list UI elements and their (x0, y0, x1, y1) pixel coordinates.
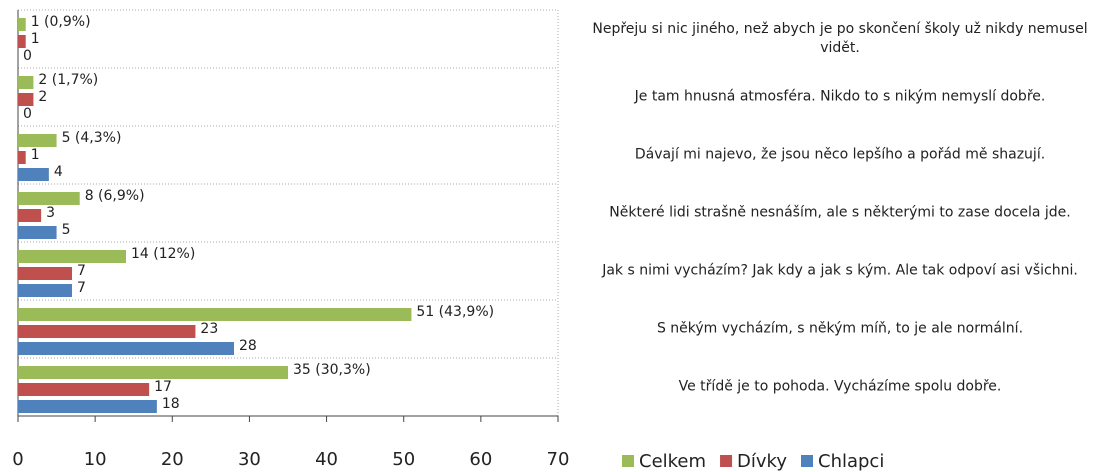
bar (18, 93, 34, 106)
x-tick-label: 50 (392, 449, 415, 470)
legend-label: Chlapci (818, 451, 884, 472)
legend-swatch (720, 455, 733, 467)
bar (18, 209, 42, 222)
data-label: 5 (62, 222, 71, 238)
data-label: 4 (54, 164, 63, 180)
category-label: Je tam hnusná atmosféra. Nikdo to s niký… (634, 88, 1046, 105)
data-label: 17 (154, 379, 172, 395)
x-tick-label: 20 (161, 449, 184, 470)
bar (18, 308, 412, 321)
legend-swatch (622, 455, 634, 467)
category-label: Nepřeju si nic jiného, než abych je po s… (592, 21, 1088, 56)
data-label: 23 (200, 321, 218, 337)
data-label: 14 (12%) (131, 246, 195, 262)
legend-swatch (801, 455, 813, 467)
bar (18, 76, 34, 89)
bar (18, 151, 26, 164)
bar (18, 284, 72, 297)
x-tick-label: 30 (238, 449, 261, 470)
data-label: 2 (38, 89, 47, 105)
data-label: 0 (23, 106, 32, 122)
data-label: 8 (6,9%) (85, 188, 145, 204)
data-label: 7 (77, 263, 86, 279)
data-label: 18 (162, 396, 180, 412)
data-label: 51 (43,9%) (416, 304, 494, 320)
bar (18, 383, 150, 396)
legend-label: Dívky (737, 451, 787, 472)
bar (18, 35, 26, 48)
data-label: 1 (0,9%) (31, 14, 91, 30)
category-label: Ve třídě je to pohoda. Vycházíme spolu d… (678, 378, 1002, 395)
bar (18, 18, 26, 31)
x-tick-label: 0 (12, 449, 23, 470)
bar (18, 250, 126, 263)
category-label: S někým vycházím, s někým míň, to je ale… (656, 320, 1024, 337)
data-label: 2 (1,7%) (38, 72, 98, 88)
bar (18, 400, 157, 413)
data-label: 1 (31, 147, 40, 163)
data-label: 7 (77, 280, 86, 296)
x-tick-label: 10 (84, 449, 107, 470)
x-tick-label: 40 (315, 449, 338, 470)
bar (18, 342, 234, 355)
data-label: 28 (239, 338, 257, 354)
bar (18, 366, 288, 379)
data-label: 1 (31, 31, 40, 47)
category-label: Jak s nimi vycházím? Jak kdy a jak s kým… (602, 262, 1078, 279)
bar (18, 267, 72, 280)
bar (18, 192, 80, 205)
bar (18, 168, 49, 181)
category-label: Dávají mi najevo, že jsou něco lepšího a… (634, 146, 1046, 163)
bar (18, 325, 196, 338)
x-tick-label: 70 (547, 449, 570, 470)
data-label: 5 (4,3%) (62, 130, 122, 146)
category-label: Některé lidi strašně nesnáším, ale s něk… (609, 204, 1071, 221)
data-label: 0 (23, 48, 32, 64)
bar (18, 134, 57, 147)
data-label: 35 (30,3%) (293, 362, 371, 378)
legend-label: Celkem (639, 451, 706, 472)
x-tick-label: 60 (469, 449, 492, 470)
bar (18, 226, 57, 239)
data-label: 3 (46, 205, 55, 221)
